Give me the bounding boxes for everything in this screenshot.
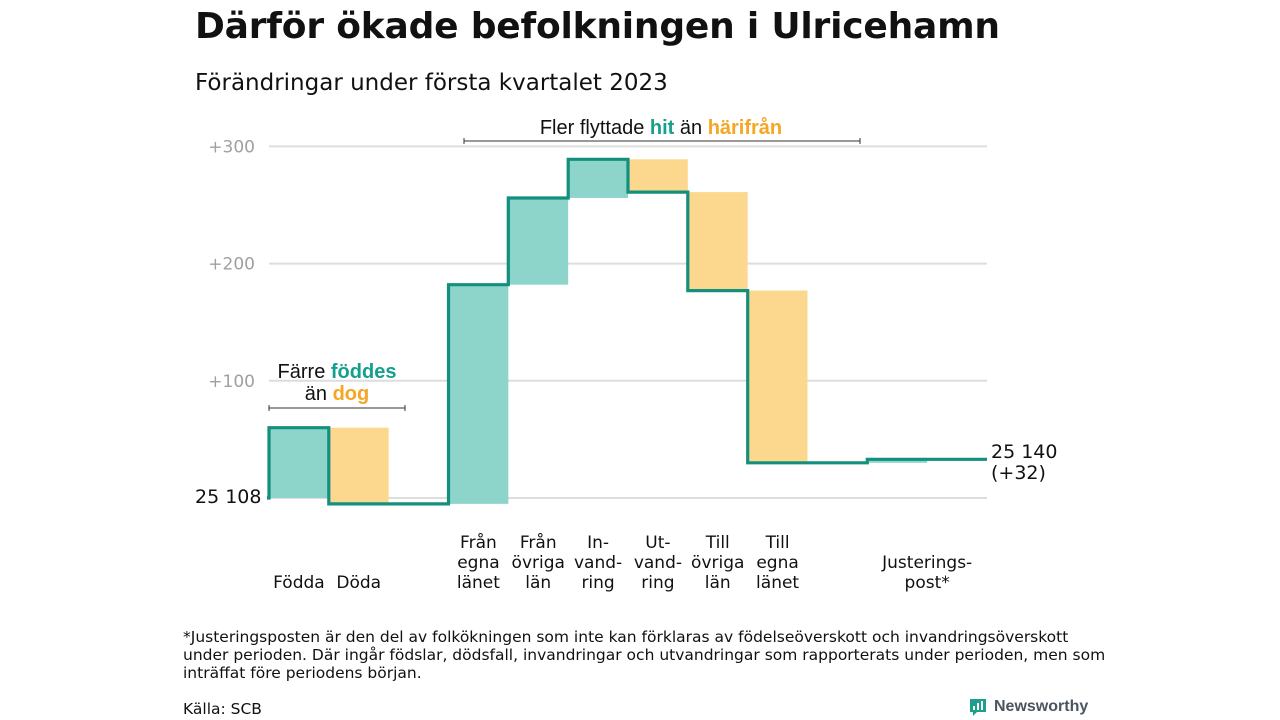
bar	[747, 290, 808, 463]
bar	[628, 159, 688, 193]
birth-annotation: Färre föddes än dog	[268, 361, 406, 411]
bar	[568, 159, 628, 198]
x-category-label: Från egna länet	[457, 532, 500, 593]
y-tick-label: +100	[208, 372, 255, 392]
y-tick-label: +300	[208, 137, 255, 157]
bar	[448, 284, 509, 504]
footnote: *Justeringsposten är den del av folkökni…	[183, 628, 1106, 682]
y-tick-label: +200	[208, 255, 255, 275]
bar	[687, 192, 748, 291]
bar	[867, 459, 928, 463]
line-layer	[267, 157, 987, 506]
birth-annotation-line2: än dog	[305, 383, 369, 405]
bar	[269, 427, 329, 498]
bars-layer	[269, 159, 928, 504]
newsworthy-logo-icon	[970, 699, 986, 716]
migration-annotation: Fler flyttade hit än härifrån	[463, 116, 861, 144]
birth-bracket	[268, 405, 406, 411]
bar	[328, 427, 389, 504]
x-category-label: In-vand-ring	[574, 533, 622, 593]
brand-logo: Newsworthy	[968, 697, 1088, 717]
chart-title: Därför ökade befolkningen i Ulricehamn	[195, 6, 1000, 47]
label-layer: Födda Döda Från egna länet Från övriga länIn-va…	[273, 532, 972, 593]
x-category-label: Till egna länet	[756, 533, 799, 593]
start-value-label: 25 108	[195, 486, 261, 508]
x-category-label: Till övriga län	[691, 533, 744, 593]
waterfall-chart: +300 +200 +100 Födda Döda Från egna länet Från ö…	[195, 116, 1057, 593]
chart-subtitle: Förändringar under första kvartalet 2023	[195, 70, 668, 96]
bar	[508, 197, 569, 285]
x-category-label: Justerings-post*	[881, 553, 972, 593]
migration-annotation-text: Fler flyttade hit än härifrån	[540, 116, 782, 139]
x-category-label: Födda	[273, 573, 325, 593]
end-value-label: 25 140	[991, 441, 1057, 463]
step-line	[267, 157, 987, 506]
end-change-label: (+32)	[991, 462, 1046, 484]
migration-bracket	[463, 138, 861, 144]
source-label: Källa: SCB	[183, 700, 262, 718]
x-category-label: Från övriga län	[512, 532, 565, 593]
birth-annotation-line1: Färre föddes	[278, 361, 397, 383]
x-category-label: Ut-vand-ring	[634, 533, 682, 593]
brand-name: Newsworthy	[994, 698, 1089, 715]
x-category-label: Döda	[336, 573, 381, 593]
